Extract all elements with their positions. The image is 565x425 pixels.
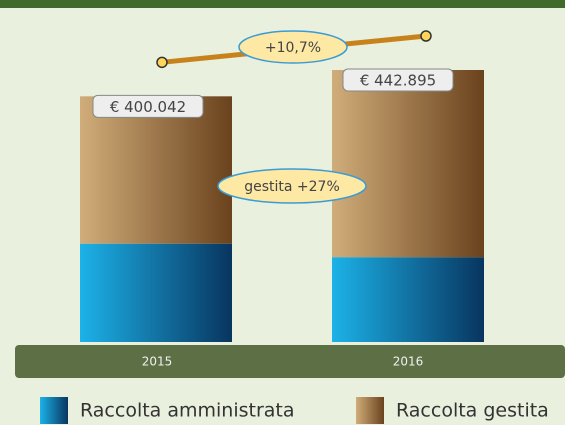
annotation-bubble — [217, 168, 367, 204]
bar-segment — [332, 257, 484, 342]
total-label: € 400.042 — [110, 98, 186, 116]
total-label-box — [342, 68, 454, 92]
bar-segment — [80, 96, 232, 244]
x-tick-label: 2015 — [142, 355, 173, 369]
total-label-box — [92, 94, 204, 118]
x-tick-label: 2016 — [393, 355, 424, 369]
top-band — [0, 0, 565, 8]
growth-point — [420, 30, 432, 42]
legend-label: Raccolta gestita — [396, 400, 549, 422]
annotation: gestita +27% — [244, 179, 340, 195]
legend-swatch — [40, 397, 68, 424]
bar-segment — [332, 70, 484, 258]
legend-label: Raccolta amministrata — [80, 400, 295, 422]
total-label: € 442.895 — [360, 72, 436, 90]
annotation: +10,7% — [265, 40, 321, 56]
bar-segment — [80, 243, 232, 342]
legend-swatch — [356, 397, 384, 424]
annotation-bubble — [238, 30, 348, 64]
growth-point — [156, 56, 168, 69]
x-axis-band — [15, 345, 565, 378]
